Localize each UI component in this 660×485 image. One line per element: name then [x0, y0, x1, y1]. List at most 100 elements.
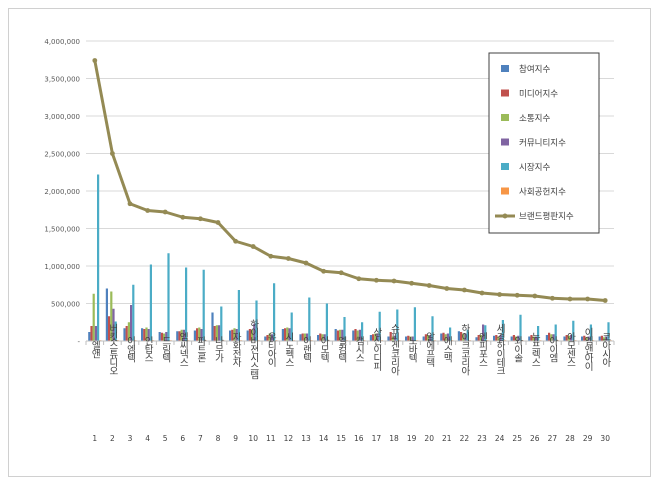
bar	[264, 336, 267, 341]
category-label: 코아시아	[600, 332, 611, 368]
bar	[528, 336, 531, 341]
bar	[519, 314, 522, 341]
bar	[462, 333, 465, 341]
bar	[534, 336, 537, 341]
bar	[497, 336, 500, 341]
rank-label: 19	[407, 434, 417, 443]
bar	[220, 306, 223, 341]
category-label: 슈피겐코리아	[389, 324, 400, 377]
bar	[306, 333, 309, 341]
bar	[286, 327, 289, 341]
bar	[336, 330, 339, 341]
legend-label: 브랜드평판지수	[519, 211, 574, 222]
bar	[130, 305, 133, 341]
line-point	[585, 296, 590, 302]
bar	[193, 330, 196, 341]
bar	[563, 336, 566, 341]
bar	[149, 264, 152, 341]
rank-label: 17	[372, 434, 382, 443]
bar	[182, 329, 185, 341]
bar	[284, 328, 287, 341]
bar	[484, 325, 487, 341]
bar	[550, 334, 553, 341]
bar	[600, 335, 603, 341]
category-label: 노바텍	[406, 336, 417, 363]
bar	[570, 335, 573, 341]
bar	[352, 330, 355, 341]
y-tick-label: 1,000,000	[44, 263, 80, 271]
line-point	[268, 253, 274, 259]
bar	[548, 332, 551, 341]
bar	[308, 297, 311, 341]
bar	[374, 333, 377, 341]
line-point	[286, 256, 291, 261]
bar	[464, 333, 467, 341]
category-label: 자화전자	[230, 332, 241, 368]
y-tick-label: 2,500,000	[44, 151, 80, 159]
bar	[477, 335, 480, 341]
line-series	[93, 60, 606, 302]
bar	[160, 332, 163, 341]
bar	[413, 307, 416, 341]
rank-label: 3	[128, 434, 133, 443]
bar	[158, 332, 161, 341]
legend-marker	[502, 213, 508, 219]
category-label: 캠시스	[353, 336, 364, 362]
line-point	[233, 238, 239, 244]
bar	[515, 336, 518, 341]
rank-label: 30	[600, 434, 610, 443]
rank-label: 14	[319, 434, 329, 443]
bar	[572, 320, 575, 341]
bar	[530, 335, 533, 341]
grid-lines	[86, 40, 614, 342]
category-label: 이랜텍	[301, 336, 312, 363]
bar	[501, 320, 504, 341]
line-point	[356, 276, 362, 282]
category-label: 엠씨넥스	[177, 331, 188, 366]
bar	[389, 332, 392, 341]
line-point	[426, 283, 432, 288]
bar	[449, 327, 452, 341]
bar	[440, 333, 443, 341]
bar	[200, 329, 203, 341]
y-tick-label: 3,500,000	[44, 76, 80, 84]
bar	[112, 308, 115, 341]
line-point	[198, 216, 203, 222]
bar	[90, 326, 93, 341]
bar	[466, 329, 469, 341]
rank-label: 21	[442, 434, 452, 443]
category-label: 시노펙스	[283, 332, 294, 366]
rank-label: 4	[145, 434, 150, 443]
bar	[268, 333, 271, 341]
bar	[581, 336, 584, 341]
chart-frame: - 500,000 1,000,000 1,500,000 2,000,000 2,500…	[8, 8, 651, 477]
category-label: 버킷스튜디오	[107, 324, 118, 375]
category-label: 알에프텍	[424, 332, 435, 368]
line-point	[532, 293, 538, 299]
line-point	[602, 298, 608, 303]
rank-label: 18	[389, 434, 399, 443]
bar	[235, 329, 238, 341]
legend-label: 참여지수	[519, 64, 550, 75]
bar	[407, 335, 410, 341]
bar	[554, 324, 557, 341]
bar	[372, 334, 375, 341]
rank-label: 8	[216, 434, 221, 443]
bar	[281, 329, 284, 341]
bar	[369, 335, 372, 341]
bar	[545, 335, 548, 341]
bar	[270, 334, 273, 341]
category-label: 뉴프렉스	[529, 332, 540, 366]
rank-label: 2	[110, 434, 115, 443]
bar	[422, 336, 425, 341]
chart: - 500,000 1,000,000 1,500,000 2,000,000 2,500…	[44, 38, 615, 443]
bar	[248, 329, 251, 341]
rank-label: 1	[92, 434, 97, 443]
bar	[387, 336, 390, 341]
line-point	[444, 286, 450, 291]
line-point	[550, 295, 555, 301]
legend-swatch	[501, 163, 509, 170]
bar	[589, 324, 592, 341]
category-label: 아이엠	[547, 336, 558, 362]
